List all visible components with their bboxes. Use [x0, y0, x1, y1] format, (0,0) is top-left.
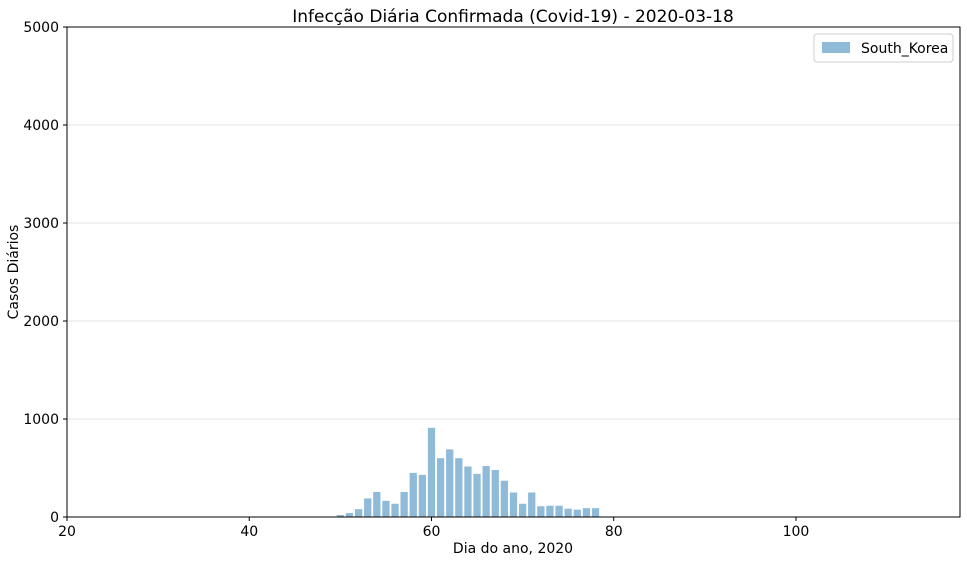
- x-tick-label: 60: [423, 524, 441, 540]
- bar: [500, 480, 509, 517]
- bar: [509, 492, 518, 517]
- y-axis-title: Casos Diários: [6, 225, 22, 320]
- legend-swatch: [822, 42, 850, 53]
- bar: [336, 515, 345, 517]
- bar: [582, 508, 591, 517]
- plot-frame: [66, 26, 961, 518]
- bar: [555, 505, 563, 517]
- bar: [364, 498, 372, 517]
- x-axis: 20 40 60 80 100: [58, 517, 809, 540]
- bar: [382, 500, 390, 517]
- bar: [409, 472, 417, 517]
- bar: [373, 492, 381, 517]
- x-tick-label: 20: [58, 524, 76, 540]
- bar: [345, 513, 354, 517]
- gridlines: [67, 124, 960, 420]
- bar: [528, 492, 536, 517]
- x-axis-title: Dia do ano, 2020: [453, 541, 573, 557]
- legend-box: [813, 33, 954, 63]
- bar: [473, 473, 481, 517]
- y-tick-label: 1000: [23, 412, 59, 428]
- bar: [546, 505, 554, 517]
- bar: [446, 449, 454, 517]
- bar: [436, 458, 445, 517]
- bar: [418, 474, 427, 517]
- bar: [400, 492, 408, 517]
- y-tick-label: 3000: [23, 216, 59, 232]
- x-tick-label: 100: [783, 524, 810, 540]
- x-tick-label: 40: [240, 524, 258, 540]
- legend-label: South_Korea: [861, 41, 948, 57]
- bar: [573, 509, 581, 517]
- y-tick-label: 4000: [23, 118, 59, 134]
- bar: [427, 427, 436, 517]
- chart-title: Infecção Diária Confirmada (Covid-19) - …: [292, 7, 734, 27]
- x-tick-label: 80: [605, 524, 623, 540]
- bar: [455, 458, 463, 517]
- bar: [518, 503, 527, 517]
- y-tick-label: 0: [50, 510, 59, 526]
- bar: [464, 466, 472, 517]
- bar: [354, 509, 363, 517]
- y-axis: 0 1000 2000 3000 4000 5000: [23, 20, 67, 526]
- bar: [391, 503, 399, 517]
- legend: South_Korea: [813, 33, 954, 63]
- bar: [482, 466, 490, 517]
- bar: [591, 508, 600, 517]
- y-tick-label: 5000: [23, 20, 59, 36]
- bar: [564, 508, 572, 517]
- bars: [172, 427, 600, 518]
- bar: [537, 506, 545, 517]
- y-tick-label: 2000: [23, 314, 59, 330]
- bar: [491, 469, 499, 517]
